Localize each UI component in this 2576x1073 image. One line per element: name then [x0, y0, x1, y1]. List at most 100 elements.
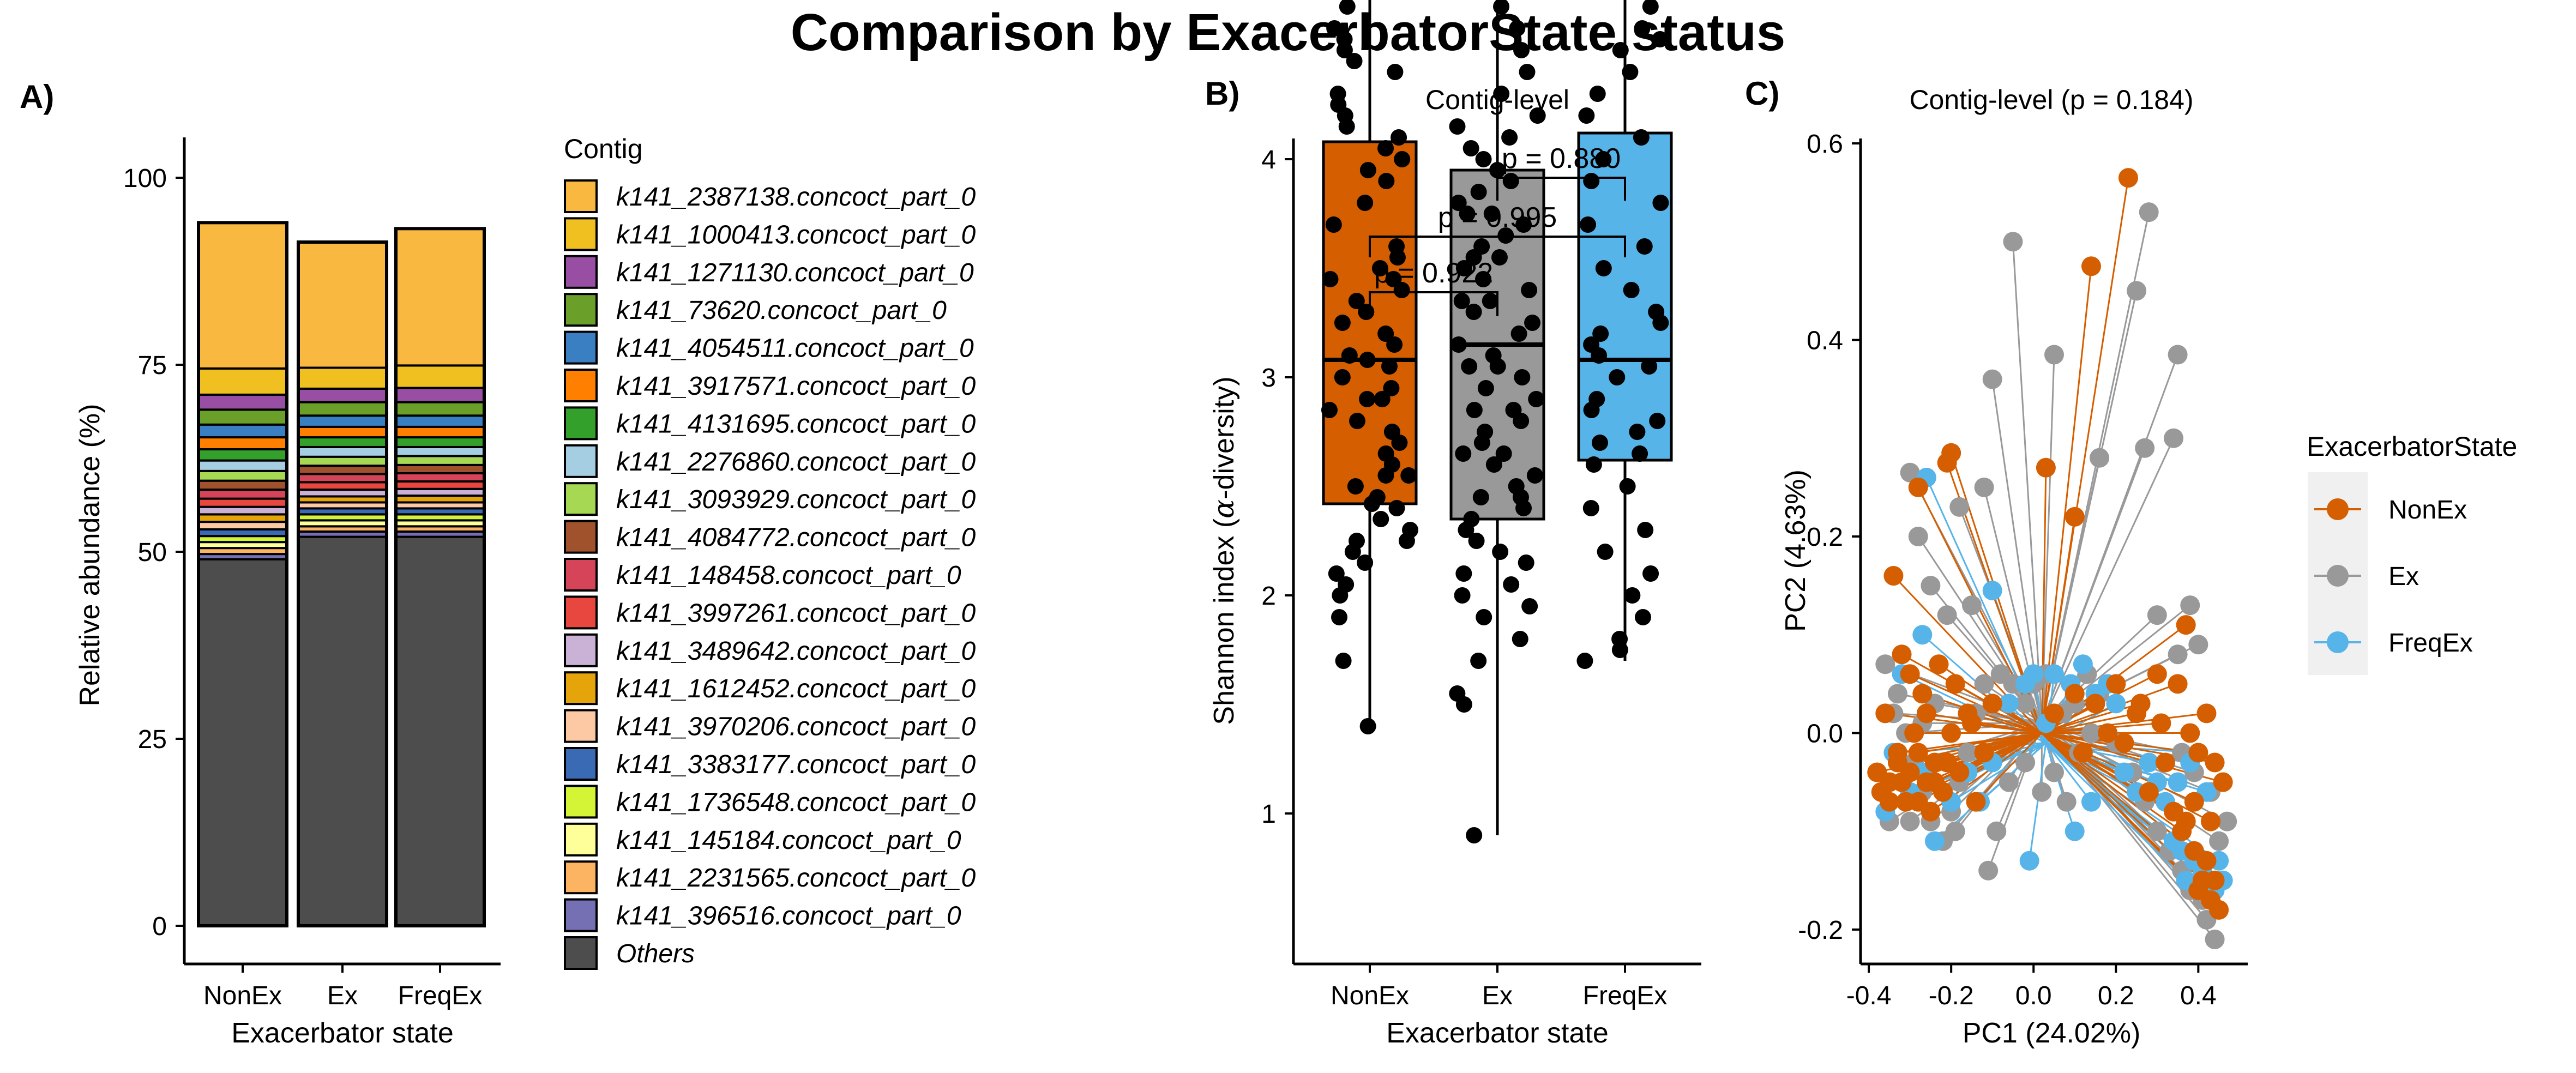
b-data-point: [1378, 173, 1395, 189]
c-data-point: [1875, 654, 1895, 674]
panel-a-x-label: Exacerbator state: [231, 1017, 454, 1049]
b-data-point: [1518, 554, 1534, 571]
a-legend-swatch: [564, 633, 598, 667]
a-y-tick-label: 25: [138, 725, 167, 754]
b-data-point: [1386, 336, 1403, 353]
b-data-point: [1636, 238, 1653, 255]
a-legend-swatch: [564, 785, 598, 819]
b-comparison-bracket: [1496, 177, 1626, 201]
c-data-point: [1916, 703, 1936, 724]
c-data-point: [2044, 345, 2064, 365]
b-data-point: [1374, 391, 1391, 407]
b-data-point: [1634, 609, 1651, 625]
panel-b-tag: B): [1205, 75, 1239, 112]
panel-b-x-label: Exacerbator state: [1386, 1017, 1609, 1049]
c-data-point: [2180, 595, 2200, 616]
b-data-point: [1485, 456, 1502, 473]
panel-a-bars: [197, 221, 486, 928]
c-data-point: [2209, 900, 2229, 920]
a-bar-segment: [197, 221, 288, 370]
c-y-tick-label: 0.2: [1807, 523, 1843, 552]
c-legend-dot: [2327, 565, 2349, 587]
c-data-point: [2056, 792, 2077, 812]
a-bar-segment: [297, 414, 388, 428]
b-data-point: [1502, 173, 1519, 189]
c-data-point: [2201, 811, 2221, 831]
b-data-point: [1377, 325, 1394, 342]
c-data-point: [2065, 821, 2085, 841]
b-data-point: [1521, 598, 1538, 614]
a-legend-label: k141_73620.concoct_part_0: [616, 296, 947, 325]
c-y-tick-label: -0.2: [1798, 916, 1843, 945]
b-data-point: [1473, 238, 1490, 255]
c-data-point: [2065, 684, 2085, 704]
c-y-tick-label: 0.0: [1807, 719, 1843, 748]
a-legend-swatch: [564, 898, 598, 932]
b-data-point: [1359, 718, 1376, 734]
b-data-point: [1612, 42, 1629, 58]
c-data-point: [1892, 772, 1912, 792]
b-x-tick-label: FreqEx: [1583, 981, 1668, 1010]
c-data-point: [2180, 723, 2200, 743]
b-data-point: [1388, 238, 1405, 255]
b-data-point: [1609, 369, 1626, 385]
a-x-tick-label: NonEx: [203, 981, 282, 1010]
c-data-point: [2176, 615, 2196, 635]
a-bar-segment: [395, 463, 485, 474]
c-data-point: [2139, 202, 2159, 222]
c-spider-line: [1975, 732, 2043, 803]
b-data-point: [1489, 162, 1506, 178]
c-data-point: [2015, 694, 2036, 714]
panel-c-points: [1867, 168, 2237, 949]
b-data-point: [1465, 304, 1482, 320]
b-data-point: [1512, 489, 1529, 505]
panel-b-points: [1321, 0, 1669, 843]
b-data-point: [1377, 140, 1394, 156]
a-legend-label: k141_4054511.concoct_part_0: [616, 334, 974, 363]
b-data-point: [1388, 500, 1405, 516]
b-data-point: [1476, 609, 1492, 625]
b-data-point: [1592, 435, 1609, 451]
b-data-point: [1454, 587, 1471, 604]
b-data-point: [1493, 0, 1510, 15]
b-data-point: [1510, 325, 1527, 342]
panel-c-y-label: PC2 (4.63%): [1780, 469, 1811, 632]
c-spider-line: [2029, 743, 2047, 861]
b-data-point: [1373, 511, 1389, 527]
a-bar-segment: [197, 497, 288, 508]
c-data-point: [1912, 684, 1933, 704]
b-data-point: [1449, 685, 1466, 702]
a-legend-label: k141_4131695.concoct_part_0: [616, 409, 976, 438]
b-data-point: [1634, 20, 1651, 37]
panel-c: C) Contig-level (p = 0.184) -0.2 0.0 0.2 0.…: [1745, 75, 2517, 1049]
c-data-point: [1974, 743, 1994, 763]
b-data-point: [1377, 467, 1394, 484]
c-data-point: [2081, 792, 2101, 812]
c-data-point: [1875, 703, 1895, 724]
b-data-point: [1652, 315, 1669, 331]
a-bar-outline: [197, 221, 288, 928]
c-data-point: [2019, 851, 2039, 871]
c-data-point: [1929, 654, 1949, 674]
panel-b-x-ticks: NonEx Ex FreqEx: [1331, 964, 1667, 1010]
b-data-point: [1582, 500, 1599, 516]
a-bar-segment: [395, 414, 485, 428]
c-spider-line: [2045, 742, 2092, 803]
c-data-point: [1908, 792, 1928, 812]
b-data-point: [1472, 489, 1489, 505]
b-y-tick-label: 2: [1261, 582, 1276, 611]
c-x-tick-label: -0.4: [1846, 981, 1892, 1010]
b-data-point: [1477, 424, 1494, 440]
a-legend-swatch: [564, 709, 598, 743]
panel-c-x-ticks: -0.4 -0.2 0.0 0.2 0.4: [1846, 964, 2217, 1010]
b-data-point: [1495, 445, 1512, 462]
a-bar-outline: [297, 240, 388, 928]
a-legend-swatch: [564, 595, 598, 630]
b-data-point: [1385, 271, 1402, 287]
c-data-point: [2003, 232, 2023, 252]
a-bar-segment: [395, 445, 485, 457]
b-data-point: [1455, 260, 1472, 276]
c-data-point: [2044, 762, 2064, 782]
a-legend-swatch: [564, 369, 598, 402]
